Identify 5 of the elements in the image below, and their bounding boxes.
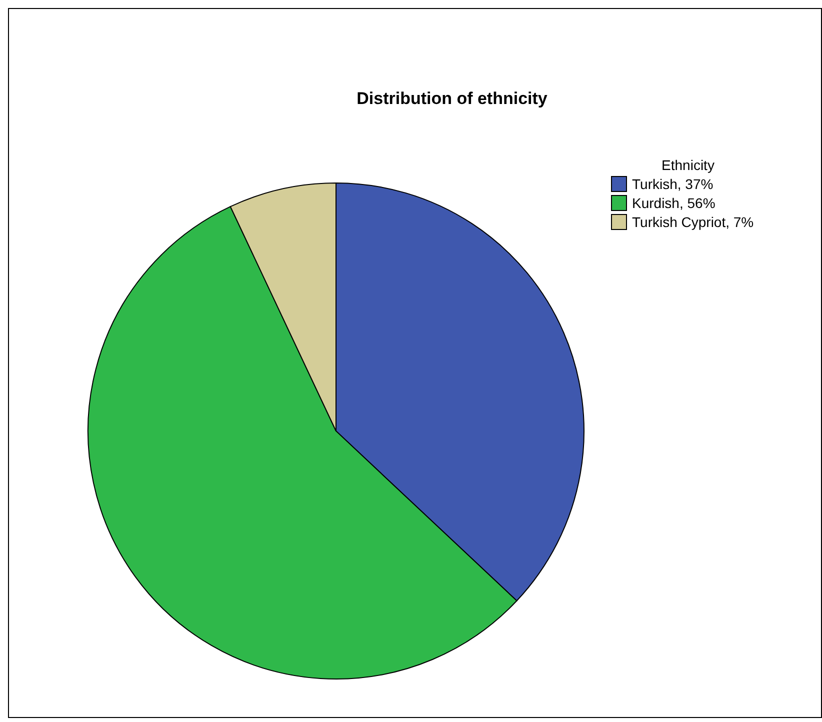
chart-title: Distribution of ethnicity	[356, 89, 548, 109]
legend-label: Kurdish, 56%	[632, 195, 716, 211]
legend-title: Ethnicity	[660, 157, 716, 173]
legend-label: Turkish, 37%	[632, 176, 714, 192]
legend-label: Turkish Cypriot, 7%	[632, 214, 754, 230]
